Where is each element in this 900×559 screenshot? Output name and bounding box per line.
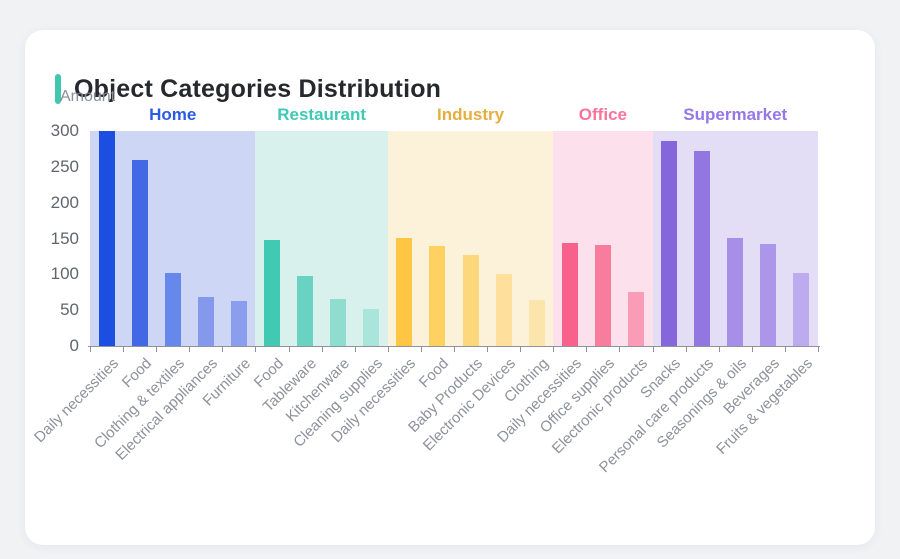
bar-home-furniture [230,301,247,346]
x-axis-tick [652,347,654,352]
x-axis-tick [454,347,455,352]
group-label-industry: Industry [437,105,505,124]
bar-industry-electronic-devices [495,274,512,346]
bar-office-office-supplies [594,245,611,346]
x-axis-tick [189,347,191,352]
title-accent-bar [55,74,61,104]
x-axis-tick [818,347,819,352]
y-tick-label-50: 50 [60,300,79,320]
x-axis-tick [156,347,158,352]
x-axis-tick [123,347,125,352]
x-axis-tick [784,347,786,352]
x-axis-tick [354,347,356,352]
bar-home-daily-necessities [98,131,115,346]
chart-area: 0 50 100 150 200 250 300 Home Daily necessities F… [25,30,875,545]
chart-title: Object Categories Distribution [74,74,442,103]
bar-supermarket-snacks [661,141,678,346]
x-axis-tick [586,347,588,352]
x-axis-tick [420,347,422,352]
x-axis-tick [255,347,257,352]
bar-restaurant-kitchenware [330,299,347,346]
bar-home-food [131,160,148,346]
bar-supermarket-fruits-vegetables [793,273,810,346]
bar-restaurant-cleaning-supplies [363,309,380,346]
bar-office-electronic-products [628,292,644,346]
group-label-office: Office [578,105,627,124]
x-axis-tick [288,347,290,352]
group-label-restaurant: Restaurant [277,105,367,124]
x-axis-tick [685,347,687,352]
bar-supermarket-beverages [760,244,777,346]
y-tick-label-250: 250 [50,156,79,176]
bar-restaurant-tableware [297,276,314,346]
bar-industry-baby-products [462,255,479,346]
x-axis-tick [520,347,522,352]
bar-supermarket-personal-care-products [694,151,711,346]
bar-industry-food [429,246,446,346]
y-tick-label-150: 150 [50,228,79,248]
bar-industry-daily-necessities [396,238,413,346]
bar-restaurant-food [264,240,280,346]
y-tick-label-100: 100 [50,264,79,284]
x-axis-tick [90,347,91,352]
y-tick-label-300: 300 [50,121,79,140]
card-header: Object Categories Distribution [55,74,441,104]
bar-office-daily-necessities [561,243,578,346]
x-axis-tick [387,347,389,352]
y-tick-label-0: 0 [69,336,79,355]
y-tick-label-200: 200 [50,192,79,212]
x-axis-line [88,346,820,347]
bar-industry-clothing [528,300,545,346]
x-axis-tick [487,347,489,352]
x-axis-tick [321,347,323,352]
x-axis-tick [619,347,621,352]
group-label-home: Home [149,105,197,124]
group-label-supermarket: Supermarket [683,105,788,124]
y-axis-title: Amount [60,88,116,105]
x-axis-tick [718,347,720,352]
x-axis-tick [553,347,555,352]
x-axis-tick [222,347,224,352]
bar-home-electrical-appliances [197,297,214,346]
chart-card: Object Categories Distribution Amount 0 5… [25,30,875,545]
x-axis-tick [751,347,753,352]
bar-supermarket-seasonings-oils [727,238,744,346]
bar-home-clothing-textiles [164,273,181,346]
